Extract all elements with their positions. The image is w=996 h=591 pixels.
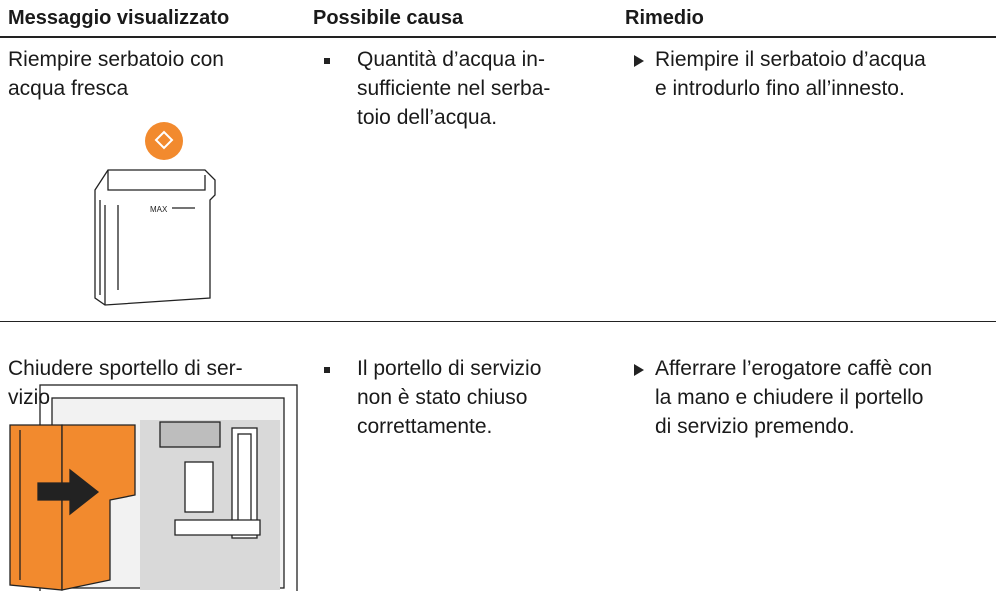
remedy-line: e introdurlo fino all’innesto. <box>655 77 905 100</box>
remedy-line: la mano e chiudere il portello <box>655 386 924 409</box>
tank-label: MAX <box>150 205 168 214</box>
header-rule <box>0 36 996 38</box>
cause-line: correttamente. <box>357 415 493 438</box>
bullet <box>324 58 330 64</box>
column-header: Messaggio visualizzato <box>8 7 230 29</box>
tank-illustration <box>94 122 216 306</box>
cause-line: Il portello di servizio <box>357 357 542 380</box>
cause-line: sufficiente nel serba- <box>357 77 551 100</box>
door-illustration <box>9 384 298 591</box>
column-header: Possibile causa <box>313 7 464 29</box>
cause-line: toio dell’acqua. <box>357 106 498 129</box>
remedy-line: Afferrare l’erogatore caffè con <box>655 357 933 380</box>
bullet <box>324 367 330 373</box>
remedy-line: di servizio premendo. <box>655 415 855 438</box>
message-line: acqua fresca <box>8 77 129 100</box>
column-header: Rimedio <box>625 7 704 29</box>
remedy-line: Riempire il serbatoio d’acqua <box>655 48 926 71</box>
arrow-marker <box>634 55 644 67</box>
cause-line: Quantità d’acqua in- <box>357 48 545 71</box>
message-line: vizio <box>8 386 51 409</box>
row-rule <box>0 321 996 322</box>
message-line: Riempire serbatoio con <box>8 48 224 71</box>
cause-line: non è stato chiuso <box>357 386 528 409</box>
arrow-marker <box>634 364 644 376</box>
message-line: Chiudere sportello di ser- <box>8 357 243 380</box>
